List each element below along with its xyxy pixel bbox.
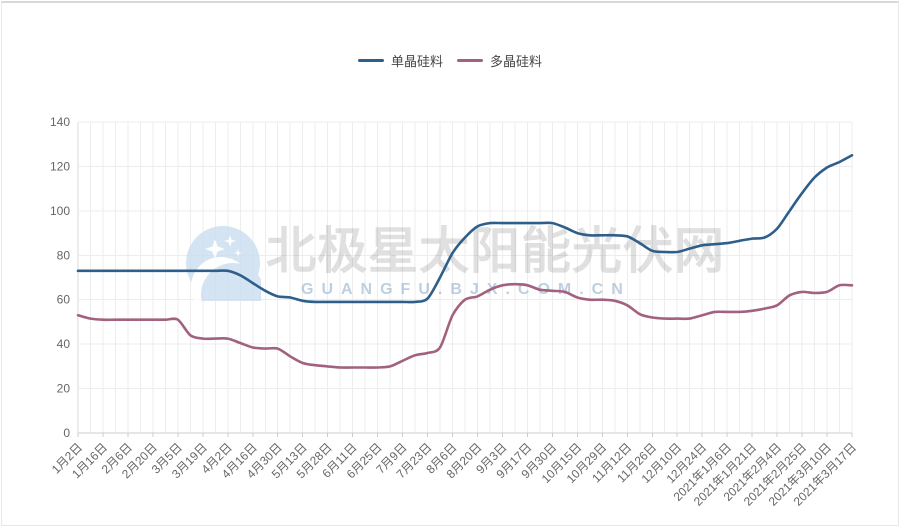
legend-label-poly: 多晶硅料 — [490, 54, 543, 69]
y-axis-tick-label: 100 — [50, 204, 70, 218]
legend-item-mono-silicon[interactable]: 单晶硅料 — [357, 51, 443, 70]
series-line-mono-silicon[interactable] — [76, 154, 854, 304]
y-axis-tick-label: 0 — [63, 426, 70, 440]
legend-label-mono: 单晶硅料 — [390, 54, 443, 69]
y-axis-tick-label: 60 — [57, 293, 71, 307]
y-axis-tick-label: 40 — [57, 337, 71, 351]
y-axis-tick-label: 140 — [50, 115, 70, 129]
y-axis-tick-label: 20 — [57, 382, 71, 396]
series-line-poly-silicon[interactable] — [76, 282, 854, 369]
legend-item-poly-silicon[interactable]: 多晶硅料 — [457, 51, 542, 70]
y-axis-tick-label: 80 — [57, 248, 71, 262]
legend-line-swatch-mono — [357, 59, 384, 62]
chart-legend: 单晶硅料 多晶硅料 — [0, 51, 900, 70]
y-axis-tick-label: 120 — [50, 159, 70, 173]
legend-line-swatch-poly — [457, 59, 483, 62]
